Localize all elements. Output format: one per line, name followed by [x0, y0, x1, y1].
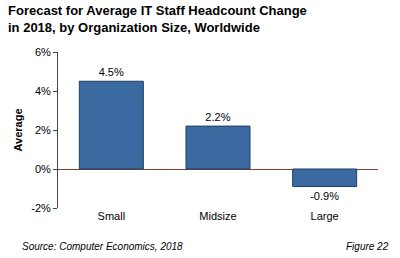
svg-text:Source: Computer Economics, 20: Source: Computer Economics, 2018	[22, 241, 183, 252]
svg-text:Average: Average	[12, 108, 24, 151]
svg-text:4.5%: 4.5%	[99, 66, 124, 78]
svg-text:6%: 6%	[35, 46, 51, 58]
svg-text:2.2%: 2.2%	[205, 111, 230, 123]
svg-text:Forecast for Average IT Staff: Forecast for Average IT Staff Headcount …	[8, 3, 307, 35]
svg-text:2%: 2%	[35, 124, 51, 136]
svg-text:Figure 22: Figure 22	[346, 241, 389, 252]
svg-text:Small: Small	[98, 210, 126, 222]
svg-text:-0.9%: -0.9%	[310, 190, 339, 202]
svg-text:Large: Large	[311, 210, 339, 222]
svg-text:0%: 0%	[35, 163, 51, 175]
svg-text:4%: 4%	[35, 85, 51, 97]
svg-text:-2%: -2%	[31, 202, 51, 214]
svg-text:Midsize: Midsize	[199, 210, 236, 222]
